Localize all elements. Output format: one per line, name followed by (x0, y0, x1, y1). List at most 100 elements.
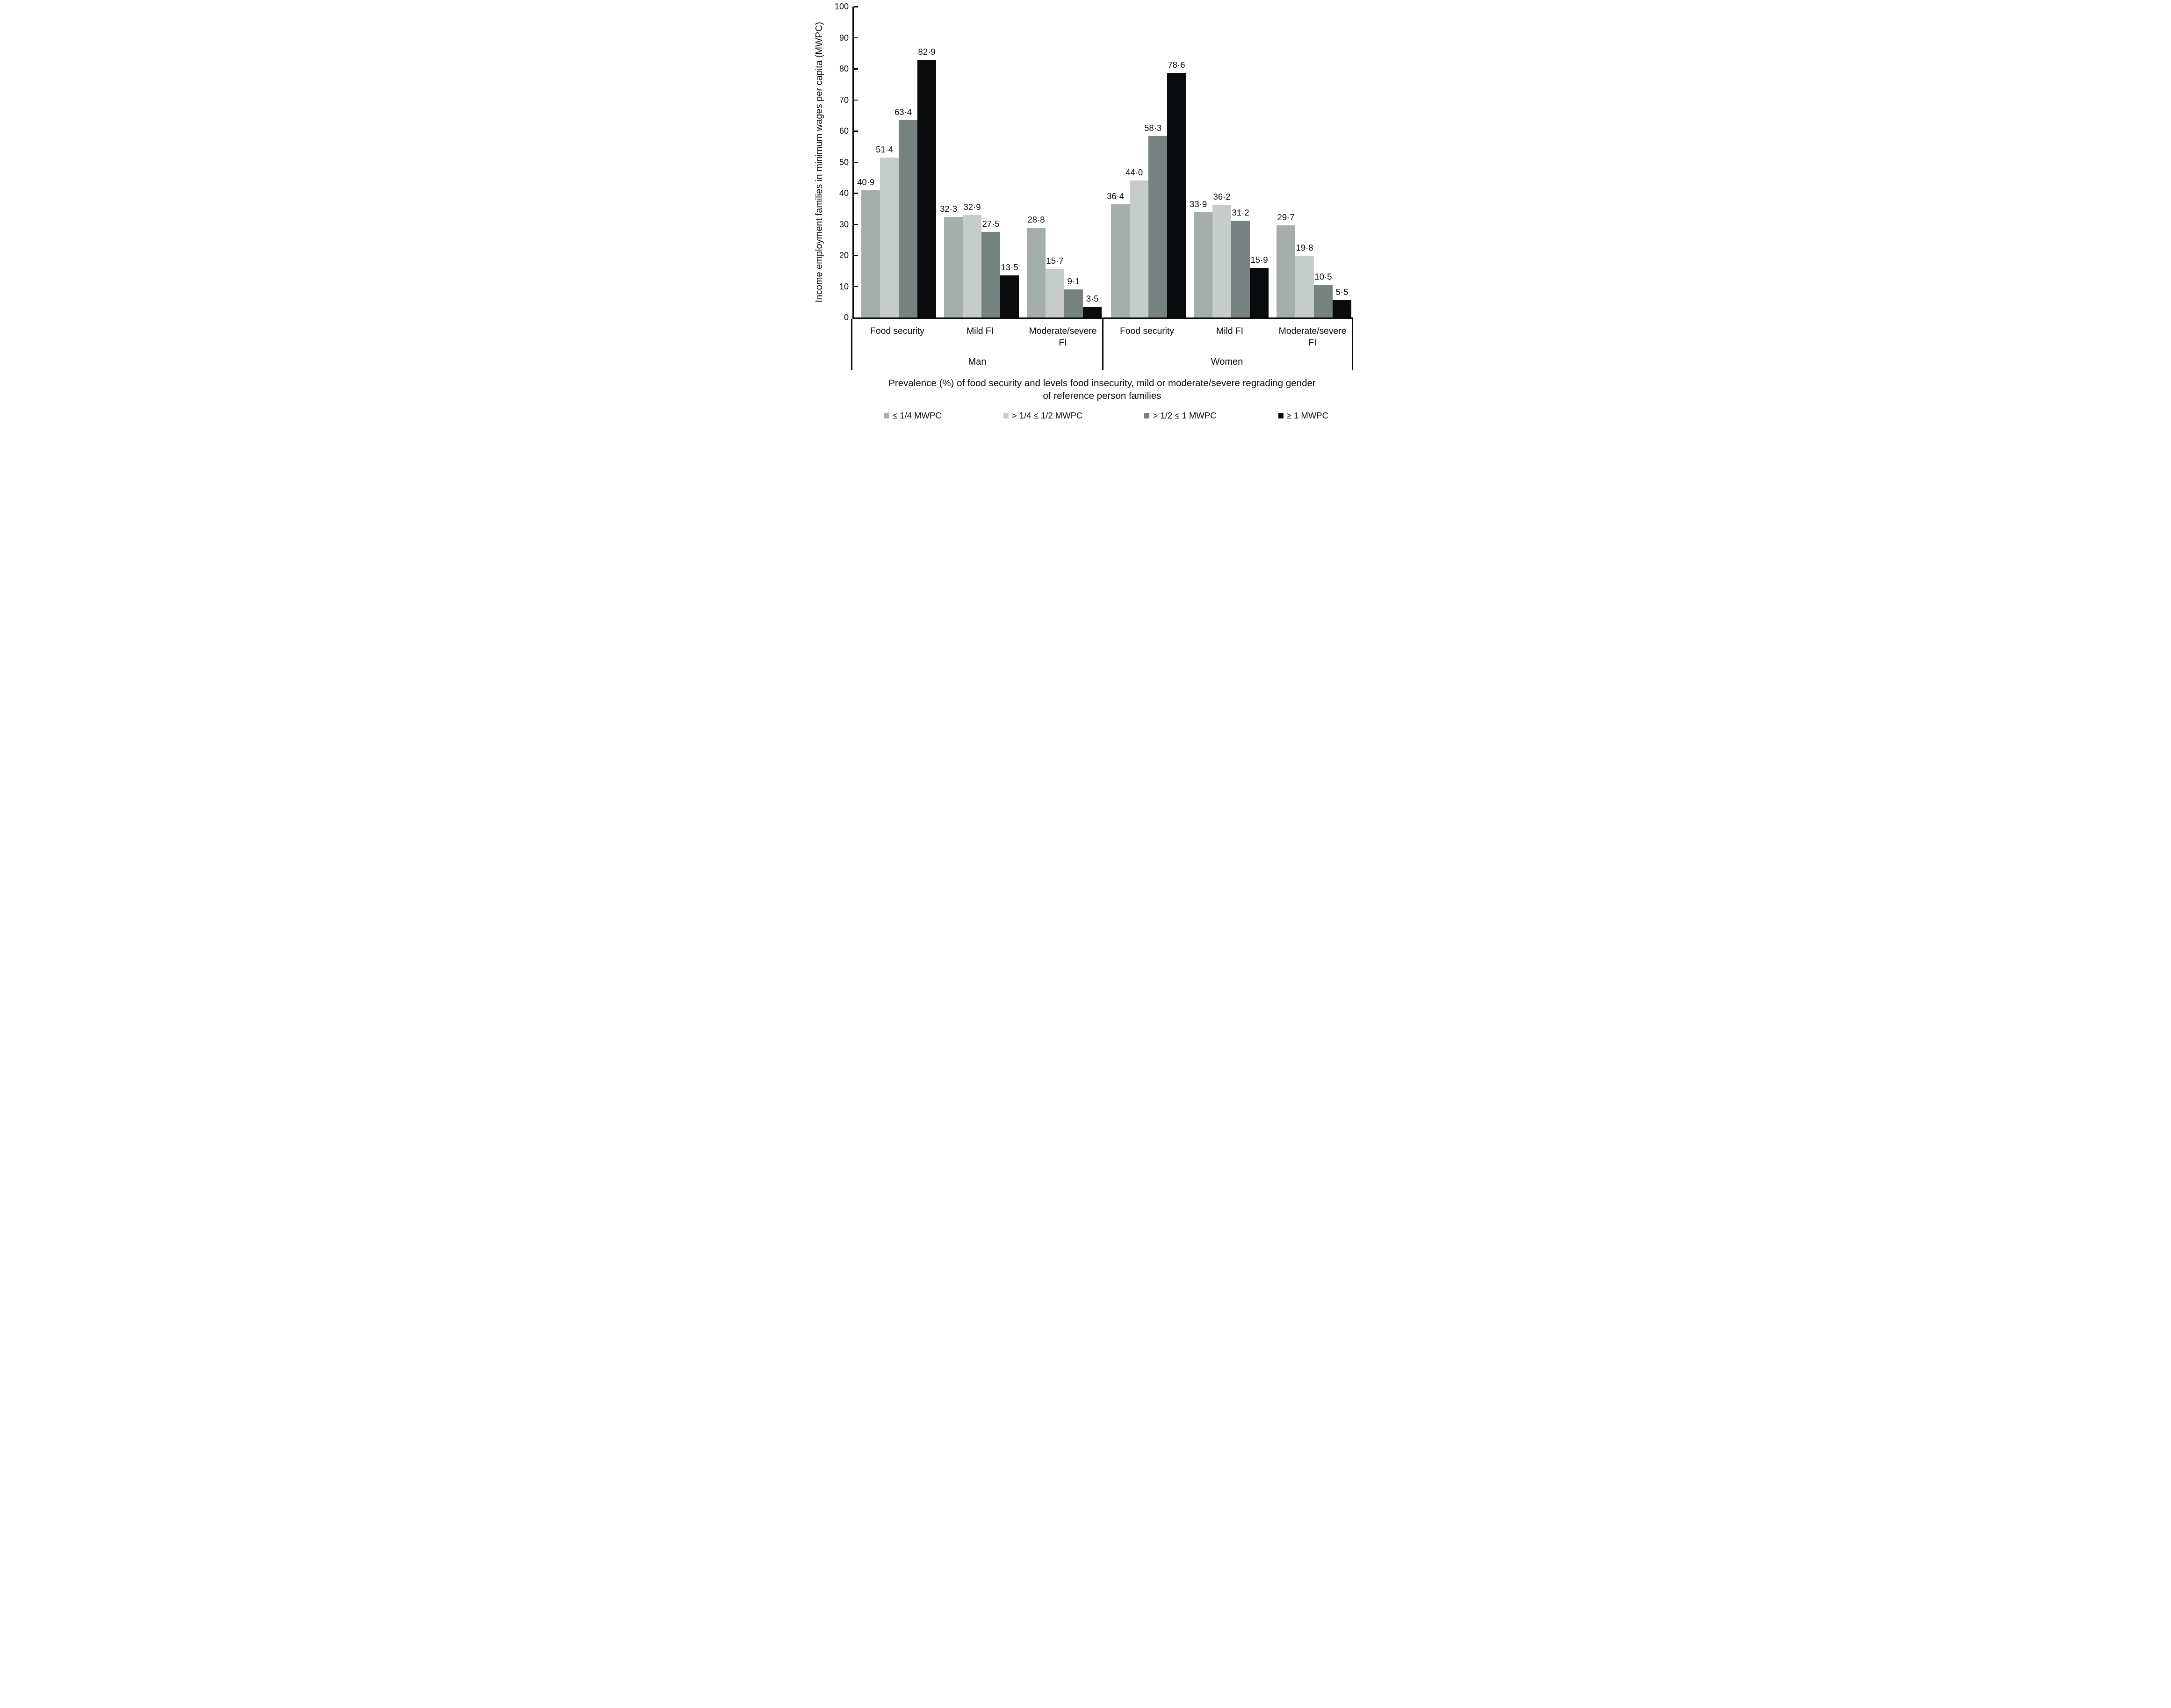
bar: 32·3 (940, 204, 963, 317)
plot-area: 40·9 51·4 63·4 82·9 32·3 32·9 27·5 13·5 28·8 15·7… (852, 6, 1353, 319)
legend-item: > 1/4 ≤ 1/2 MWPC (1003, 411, 1083, 421)
bar: 36·4 (1107, 191, 1130, 317)
x-axis-label-box: Food security Mild FI Moderate/severe FI M… (851, 319, 1353, 370)
panel-label-1: Women (1211, 357, 1243, 367)
category-label: Food security (870, 326, 924, 336)
bar-value-label: 31·2 (1232, 207, 1249, 217)
y-tick-label: 20 (839, 251, 849, 260)
legend-label: ≤ 1/4 MWPC (893, 411, 942, 420)
bar-value-label: 40·9 (857, 177, 875, 187)
category-label: Mild FI (966, 326, 994, 336)
axis-divider-left (851, 319, 852, 370)
bar-value-label: 63·4 (894, 107, 912, 117)
category-label: Moderate/severe FI (1278, 326, 1347, 348)
bar: 82·9 (917, 47, 936, 317)
bar: 40·9 (857, 177, 880, 317)
bar: 78·6 (1167, 60, 1186, 317)
axis-divider-middle (1102, 319, 1104, 370)
bar: 19·8 (1295, 243, 1314, 317)
bar: 5·5 (1333, 287, 1351, 317)
y-tick-mark (854, 161, 858, 163)
y-tick-label: 100 (834, 2, 849, 11)
bar-value-label: 10·5 (1314, 272, 1332, 282)
caption-line-2: of reference person families (1043, 390, 1161, 402)
legend-swatch (1003, 413, 1009, 418)
y-tick-mark (854, 130, 858, 132)
bar-value-label: 9·1 (1067, 276, 1080, 286)
bar-group: 33·9 36·2 31·2 15·9 (1190, 192, 1269, 317)
y-tick-mark (854, 193, 858, 194)
bar-value-label: 15·7 (1046, 255, 1064, 266)
y-tick-mark (854, 37, 858, 38)
bar: 33·9 (1190, 199, 1212, 317)
bar: 27·5 (981, 219, 1000, 317)
x-label-area-0: Food security Mild FI Moderate/severe FI M… (852, 319, 1102, 370)
x-axis-caption: Prevalence (%) of food security and leve… (852, 377, 1352, 402)
legend-label: > 1/2 ≤ 1 MWPC (1153, 411, 1217, 420)
y-tick-label: 30 (839, 219, 849, 229)
panel-man: 40·9 51·4 63·4 82·9 32·3 32·9 27·5 13·5 28·8 15·7… (854, 7, 1104, 317)
legend-label: > 1/4 ≤ 1/2 MWPC (1011, 411, 1083, 420)
panel-label-0: Man (968, 357, 987, 367)
bar: 9·1 (1064, 276, 1083, 317)
bar: 31·2 (1231, 208, 1250, 317)
category-label: Food security (1120, 326, 1174, 336)
bar-group: 40·9 51·4 63·4 82·9 (857, 47, 936, 317)
bar: 3·5 (1083, 294, 1102, 317)
bar-value-label: 5·5 (1335, 287, 1349, 297)
category-row: Food security Mild FI Moderate/severe FI (1102, 319, 1352, 349)
bar: 58·3 (1144, 123, 1167, 317)
legend-swatch (1144, 413, 1150, 418)
bar-group: 28·8 15·7 9·1 3·5 (1027, 215, 1102, 317)
legend-item: ≥ 1 MWPC (1278, 411, 1328, 421)
bar-value-label: 44·0 (1125, 167, 1143, 178)
category-row: Food security Mild FI Moderate/severe FI (852, 319, 1102, 349)
bar-value-label: 19·8 (1296, 243, 1313, 253)
category-label: Moderate/severe FI (1029, 326, 1097, 348)
bar-value-label: 28·8 (1027, 215, 1045, 225)
axis-divider-right (1352, 319, 1353, 370)
legend-swatch (1278, 413, 1284, 418)
bar: 63·4 (894, 107, 917, 317)
y-tick-label: 70 (839, 95, 849, 105)
bar: 51·4 (876, 144, 899, 317)
y-tick-mark (854, 99, 858, 101)
bar-value-label: 27·5 (982, 219, 1000, 229)
y-tick-mark (854, 68, 858, 70)
bar-value-label: 36·4 (1107, 191, 1125, 201)
bar: 28·8 (1027, 215, 1046, 317)
bar-value-label: 36·2 (1213, 192, 1231, 202)
category-label: Mild FI (1216, 326, 1243, 336)
bar-value-label: 3·5 (1086, 293, 1099, 303)
bar-value-label: 82·9 (918, 46, 936, 57)
bar-group: 29·7 19·8 10·5 5·5 (1277, 212, 1351, 317)
x-label-area-1: Food security Mild FI Moderate/severe FI W… (1102, 319, 1352, 370)
bar: 15·9 (1250, 255, 1269, 317)
y-tick-label: 0 (844, 313, 849, 322)
bar: 13·5 (1000, 262, 1019, 317)
bar-group: 36·4 44·0 58·3 78·6 (1107, 60, 1186, 317)
bar-group: 32·3 32·9 27·5 13·5 (940, 202, 1019, 317)
bar: 32·9 (963, 202, 981, 317)
legend-item: ≤ 1/4 MWPC (884, 411, 942, 421)
bar-value-label: 32·9 (963, 202, 981, 212)
bar-value-label: 78·6 (1168, 60, 1185, 70)
bar-value-label: 15·9 (1250, 255, 1268, 265)
legend-item: > 1/2 ≤ 1 MWPC (1144, 411, 1217, 421)
y-tick-label: 10 (839, 281, 849, 291)
bar-chart-figure: Income employment families in minimum wa… (814, 0, 1357, 427)
legend: ≤ 1/4 MWPC > 1/4 ≤ 1/2 MWPC > 1/2 ≤ 1 MWPC… (884, 411, 1328, 421)
legend-label: ≥ 1 MWPC (1286, 411, 1328, 420)
bar-value-label: 29·7 (1277, 212, 1295, 222)
y-tick-label: 50 (839, 157, 849, 167)
y-tick-mark (854, 223, 858, 225)
bar-value-label: 33·9 (1190, 199, 1207, 209)
bar: 10·5 (1314, 272, 1333, 317)
bar-value-label: 13·5 (1001, 262, 1018, 273)
panel-women: 36·4 44·0 58·3 78·6 33·9 36·2 31·2 15·9 29·7 19·8… (1104, 7, 1353, 317)
caption-line-1: Prevalence (%) of food security and leve… (888, 378, 1316, 389)
legend-swatch (884, 413, 889, 418)
y-tick-mark (854, 286, 858, 287)
y-tick-label: 80 (839, 64, 849, 73)
bar: 36·2 (1212, 192, 1231, 317)
